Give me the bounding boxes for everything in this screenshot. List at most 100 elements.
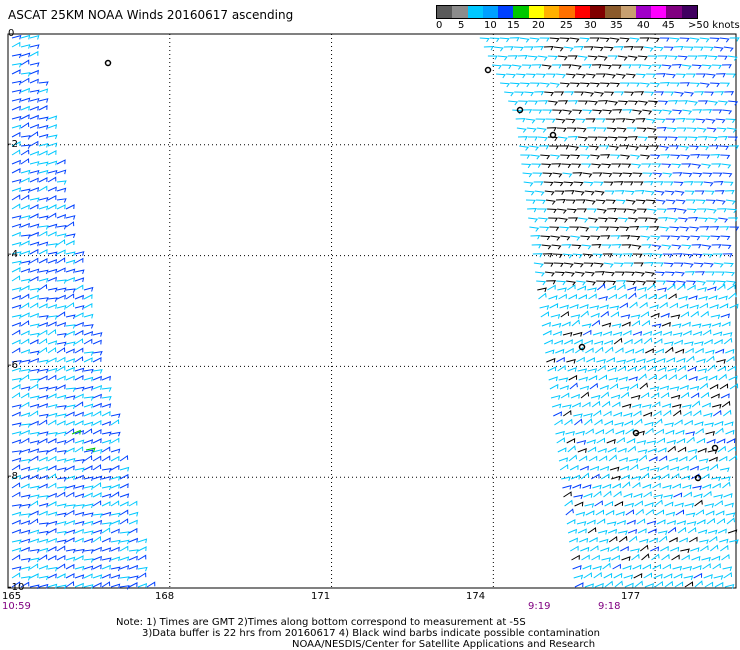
wind-barb (576, 356, 585, 363)
wind-barb (92, 555, 102, 561)
wind-barb (666, 73, 676, 79)
wind-barb (562, 253, 573, 259)
wind-barb (29, 538, 40, 544)
wind-barb (596, 283, 606, 291)
wind-barb (719, 538, 729, 544)
wind-barb (621, 163, 632, 168)
wind-barb (655, 509, 664, 516)
wind-barb (517, 55, 528, 60)
wind-barb (578, 376, 588, 382)
wind-barb (703, 46, 714, 52)
wind-barb (670, 394, 681, 400)
wind-barb (642, 563, 652, 570)
wind-barb (621, 556, 631, 561)
wind-barb (65, 572, 75, 579)
wind-barb (582, 329, 592, 336)
wind-barb (101, 581, 111, 588)
wind-barb (20, 302, 30, 309)
wind-barb (56, 539, 67, 545)
wind-barb (11, 141, 21, 147)
wind-barb (670, 314, 681, 319)
wind-barb (74, 338, 84, 345)
wind-barb (595, 509, 604, 516)
wind-barb (20, 412, 31, 418)
wind-barb (56, 439, 67, 445)
wind-barb (20, 474, 30, 480)
wind-barb (527, 208, 537, 213)
wind-barb (656, 73, 666, 78)
wind-barb (572, 483, 582, 489)
wind-barb (583, 412, 593, 418)
wind-barb (74, 305, 85, 310)
wind-barb (509, 37, 520, 42)
wind-barb (713, 339, 723, 345)
wind-barb (110, 491, 120, 498)
wind-barb (576, 439, 587, 445)
wind-barb (549, 383, 559, 390)
wind-barb (38, 554, 48, 561)
wind-barb (656, 357, 666, 363)
wind-barb (47, 546, 57, 552)
wind-barb (92, 402, 102, 408)
wind-barb (537, 287, 547, 293)
wind-barb (696, 280, 707, 286)
wind-barb (714, 91, 725, 96)
wind-barb (671, 323, 682, 329)
wind-barb (74, 393, 84, 399)
wind-barb (675, 118, 686, 123)
wind-barb (694, 499, 703, 507)
wind-barb (693, 409, 702, 417)
wind-barb (11, 260, 22, 266)
wind-barb (702, 172, 713, 178)
wind-barb (641, 404, 652, 409)
wind-barb (726, 517, 735, 525)
wind-barb (604, 339, 614, 345)
wind-barb (38, 98, 49, 103)
colorbar-label: 35 (610, 20, 623, 31)
wind-barb (683, 262, 694, 268)
wind-barb (38, 241, 49, 247)
wind-barb (522, 109, 533, 114)
wind-barb (527, 55, 538, 61)
wind-barb (599, 226, 610, 231)
wind-barb (622, 329, 632, 336)
wind-barb (622, 565, 632, 570)
wind-barb (11, 168, 21, 174)
wind-barb (724, 583, 735, 589)
wind-barb (530, 82, 540, 87)
wind-barb (558, 217, 569, 223)
wind-barb (599, 538, 609, 544)
wind-barb (101, 403, 112, 409)
wind-barb (601, 64, 612, 70)
wind-barb (119, 556, 130, 562)
wind-barb (728, 292, 737, 300)
wind-barb (693, 181, 704, 186)
wind-barb (11, 511, 22, 517)
wind-barb (645, 348, 654, 354)
wind-barb (20, 59, 30, 66)
wind-barb (101, 485, 112, 491)
wind-barb (20, 144, 31, 149)
wind-barb (611, 64, 622, 69)
wind-barb (632, 172, 643, 178)
wind-barb (29, 573, 39, 579)
wind-barb (38, 315, 49, 320)
wind-barb (607, 447, 617, 453)
wind-barb (119, 454, 129, 462)
wind-barb (575, 346, 584, 354)
wind-barb (589, 145, 600, 151)
wind-barb (663, 46, 674, 51)
wind-barb (92, 339, 102, 345)
wind-barb (38, 386, 49, 392)
wind-barb (564, 91, 575, 96)
wind-barb (553, 411, 562, 417)
wind-barb (29, 563, 39, 570)
wind-barb (680, 235, 691, 241)
wind-barb (47, 419, 57, 426)
wind-barb (56, 257, 66, 264)
wind-barb (119, 509, 129, 516)
wind-barb (664, 341, 674, 346)
wind-barb (544, 190, 555, 196)
wind-barb (702, 483, 712, 489)
wind-barb (702, 563, 711, 570)
